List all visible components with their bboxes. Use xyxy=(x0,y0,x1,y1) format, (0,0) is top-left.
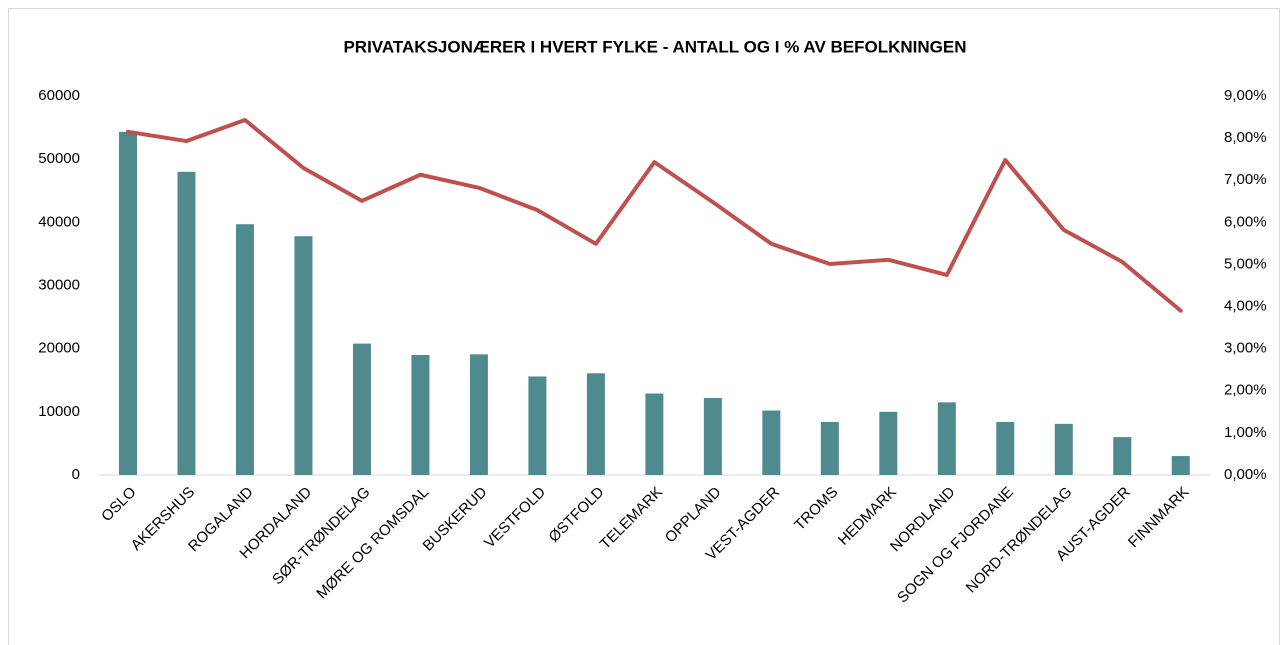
y-tick-label: 10000 xyxy=(38,403,80,420)
bar xyxy=(352,343,371,475)
bar xyxy=(177,171,196,476)
y2-tick-label: 9,00% xyxy=(1224,87,1267,104)
bar xyxy=(411,354,430,475)
bar xyxy=(820,421,839,475)
chart-title: PRIVATAKSJONÆRER I HVERT FYLKE - ANTALL … xyxy=(343,37,966,56)
bar xyxy=(528,376,547,475)
bar xyxy=(586,373,605,475)
line-series xyxy=(125,118,1183,313)
y-tick-label: 40000 xyxy=(38,213,80,230)
y2-tick-label: 6,00% xyxy=(1224,213,1267,230)
bar xyxy=(703,397,722,475)
y-tick-label: 20000 xyxy=(38,340,80,357)
y-tick-label: 0 xyxy=(72,466,80,483)
y2-tick-label: 7,00% xyxy=(1224,171,1267,188)
y2-tick-label: 4,00% xyxy=(1224,298,1267,315)
chart-border xyxy=(8,8,1280,645)
bar xyxy=(1054,423,1073,475)
y2-tick-label: 5,00% xyxy=(1224,255,1267,272)
y2-tick-label: 3,00% xyxy=(1224,340,1267,357)
bar xyxy=(118,132,137,475)
bar xyxy=(469,354,488,475)
bar xyxy=(1171,456,1190,475)
y2-tick-label: 0,00% xyxy=(1224,466,1267,483)
bar xyxy=(996,421,1015,475)
y2-tick-label: 8,00% xyxy=(1224,129,1267,146)
bar xyxy=(294,236,313,475)
y-tick-label: 30000 xyxy=(38,276,80,293)
bar xyxy=(762,410,781,475)
y2-tick-label: 1,00% xyxy=(1224,424,1267,441)
y-tick-label: 50000 xyxy=(38,150,80,167)
y-tick-label: 60000 xyxy=(38,87,80,104)
bar xyxy=(645,393,664,475)
bar xyxy=(1113,437,1132,475)
y2-tick-label: 2,00% xyxy=(1224,382,1267,399)
bar xyxy=(879,411,898,475)
bar xyxy=(235,224,254,475)
bar xyxy=(937,402,956,475)
